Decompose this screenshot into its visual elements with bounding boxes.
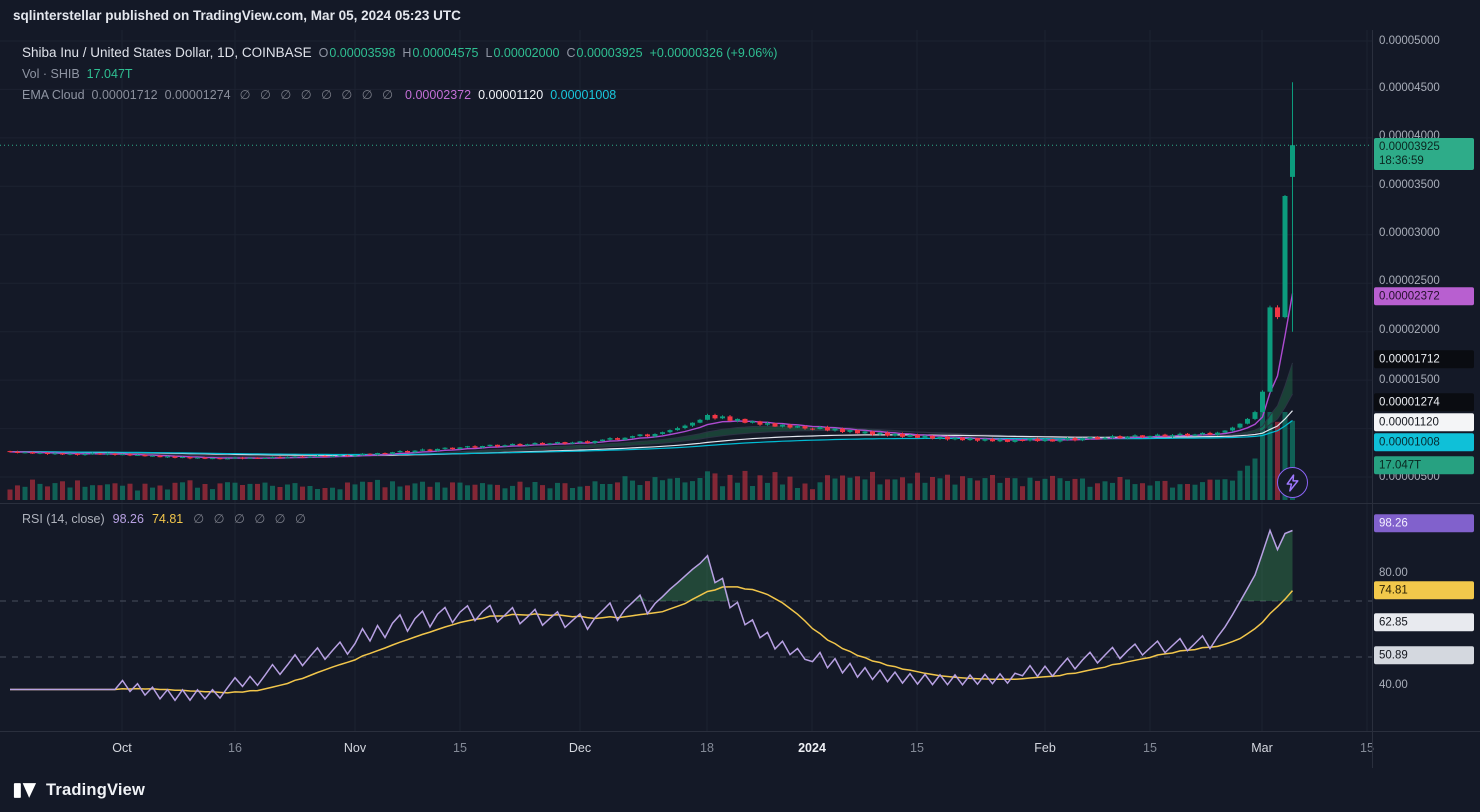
change-value: +0.00000326 (+9.06%): [649, 45, 778, 60]
low-value: 0.00002000: [493, 45, 560, 60]
publish-text: sqlinterstellar published on TradingView…: [13, 8, 461, 23]
open-label: O: [318, 45, 329, 60]
tradingview-logo-icon[interactable]: [13, 780, 37, 801]
ema-badge-white: 0.00001120: [1374, 413, 1474, 431]
open-value: 0.00003598: [329, 45, 396, 60]
axis-label: 80.00: [1379, 567, 1408, 579]
lightning-icon: [1286, 473, 1299, 492]
time-axis-tick: 15: [910, 741, 924, 755]
main-chart-canvas[interactable]: [0, 30, 1372, 503]
price-axis-separator: [1372, 30, 1373, 768]
rsi-chart-canvas[interactable]: [0, 503, 1372, 731]
axis-label: 0.00002000: [1379, 324, 1440, 336]
ema-cloud-value-1: 0.00001712: [91, 87, 158, 102]
close-value: 0.00003925: [576, 45, 643, 60]
ema-cyan-value: 0.00001008: [550, 87, 617, 102]
price-axis[interactable]: 0.00005000 0.00004500 0.00004000 0.00003500…: [1372, 30, 1480, 768]
ema-cloud-row: EMA Cloud 0.00001712 0.00001274 ∅ ∅ ∅ ∅ …: [22, 84, 777, 105]
main-price-pane[interactable]: [0, 30, 1372, 503]
low-label: L: [485, 45, 493, 60]
time-axis-tick: Dec: [568, 741, 592, 755]
ema-badge-cyan: 0.00001008: [1374, 433, 1474, 451]
rsi-band-badge-lower: 50.89: [1374, 646, 1474, 664]
last-price-badge: 0.00003925 18:36:59: [1374, 138, 1474, 170]
axis-label: 0.00003000: [1379, 227, 1440, 239]
ema-cloud-badge-1: 0.00001712: [1374, 350, 1474, 368]
axis-label: 0.00005000: [1379, 35, 1440, 47]
time-axis-tick: 15: [1143, 741, 1157, 755]
symbol-row: Shiba Inu / United States Dollar, 1D, CO…: [22, 42, 777, 63]
time-axis-tick: Feb: [1034, 741, 1056, 755]
rsi-pane[interactable]: [0, 503, 1372, 731]
volume-value: 17.047T: [86, 66, 133, 81]
time-axis-tick: 15: [1360, 741, 1374, 755]
axis-label: 0.00003500: [1379, 179, 1440, 191]
time-axis-tick: 2024: [798, 741, 826, 755]
volume-badge: 17.047T: [1374, 456, 1474, 474]
ema-cloud-value-2: 0.00001274: [164, 87, 231, 102]
time-axis-tick: 18: [700, 741, 714, 755]
high-value: 0.00004575: [412, 45, 479, 60]
ema-badge-purple: 0.00002372: [1374, 287, 1474, 305]
time-axis-separator: [0, 731, 1480, 732]
rsi-value: 98.26: [112, 511, 144, 526]
time-axis-tick: 16: [228, 741, 242, 755]
rsi-hidden-plots: ∅ ∅ ∅ ∅ ∅ ∅: [193, 512, 309, 526]
ema-hidden-plots: ∅ ∅ ∅ ∅ ∅ ∅ ∅ ∅: [239, 88, 397, 102]
rsi-band-badge-upper: 62.85: [1374, 613, 1474, 631]
ema-cloud-badge-2: 0.00001274: [1374, 393, 1474, 411]
brand-name[interactable]: TradingView: [46, 780, 146, 799]
chart-legend: Shiba Inu / United States Dollar, 1D, CO…: [22, 42, 777, 105]
axis-label: 0.00001500: [1379, 374, 1440, 386]
axis-label: 0.00000500: [1379, 471, 1440, 483]
volume-row: Vol · SHIB 17.047T: [22, 63, 777, 84]
close-label: C: [566, 45, 576, 60]
time-axis-tick: Mar: [1251, 741, 1273, 755]
volume-label: Vol · SHIB: [22, 66, 80, 81]
lightning-button[interactable]: [1277, 467, 1308, 498]
time-axis-tick: 15: [453, 741, 467, 755]
ema-white-value: 0.00001120: [478, 87, 544, 102]
axis-label: 0.00004500: [1379, 82, 1440, 94]
rsi-ma-badge: 74.81: [1374, 581, 1474, 599]
rsi-label[interactable]: RSI (14, close): [22, 511, 105, 526]
rsi-ma-value: 74.81: [151, 511, 184, 526]
axis-label: 0.00002500: [1379, 275, 1440, 287]
rsi-value-badge: 98.26: [1374, 514, 1474, 532]
time-axis[interactable]: Oct 16 Nov 15 Dec 18 2024 15 Feb 15 Mar 15: [0, 731, 1374, 768]
time-axis-tick: Oct: [112, 741, 132, 755]
pane-separator[interactable]: [0, 503, 1480, 504]
footer: TradingView: [0, 768, 1480, 812]
symbol-title[interactable]: Shiba Inu / United States Dollar, 1D, CO…: [22, 45, 312, 60]
ema-purple-value: 0.00002372: [405, 87, 472, 102]
axis-label: 40.00: [1379, 679, 1408, 691]
rsi-legend: RSI (14, close) 98.26 74.81 ∅ ∅ ∅ ∅ ∅ ∅: [22, 511, 311, 527]
high-label: H: [402, 45, 412, 60]
publish-bar: sqlinterstellar published on TradingView…: [0, 0, 1480, 30]
time-axis-tick: Nov: [343, 741, 367, 755]
ema-cloud-label[interactable]: EMA Cloud: [22, 87, 85, 102]
